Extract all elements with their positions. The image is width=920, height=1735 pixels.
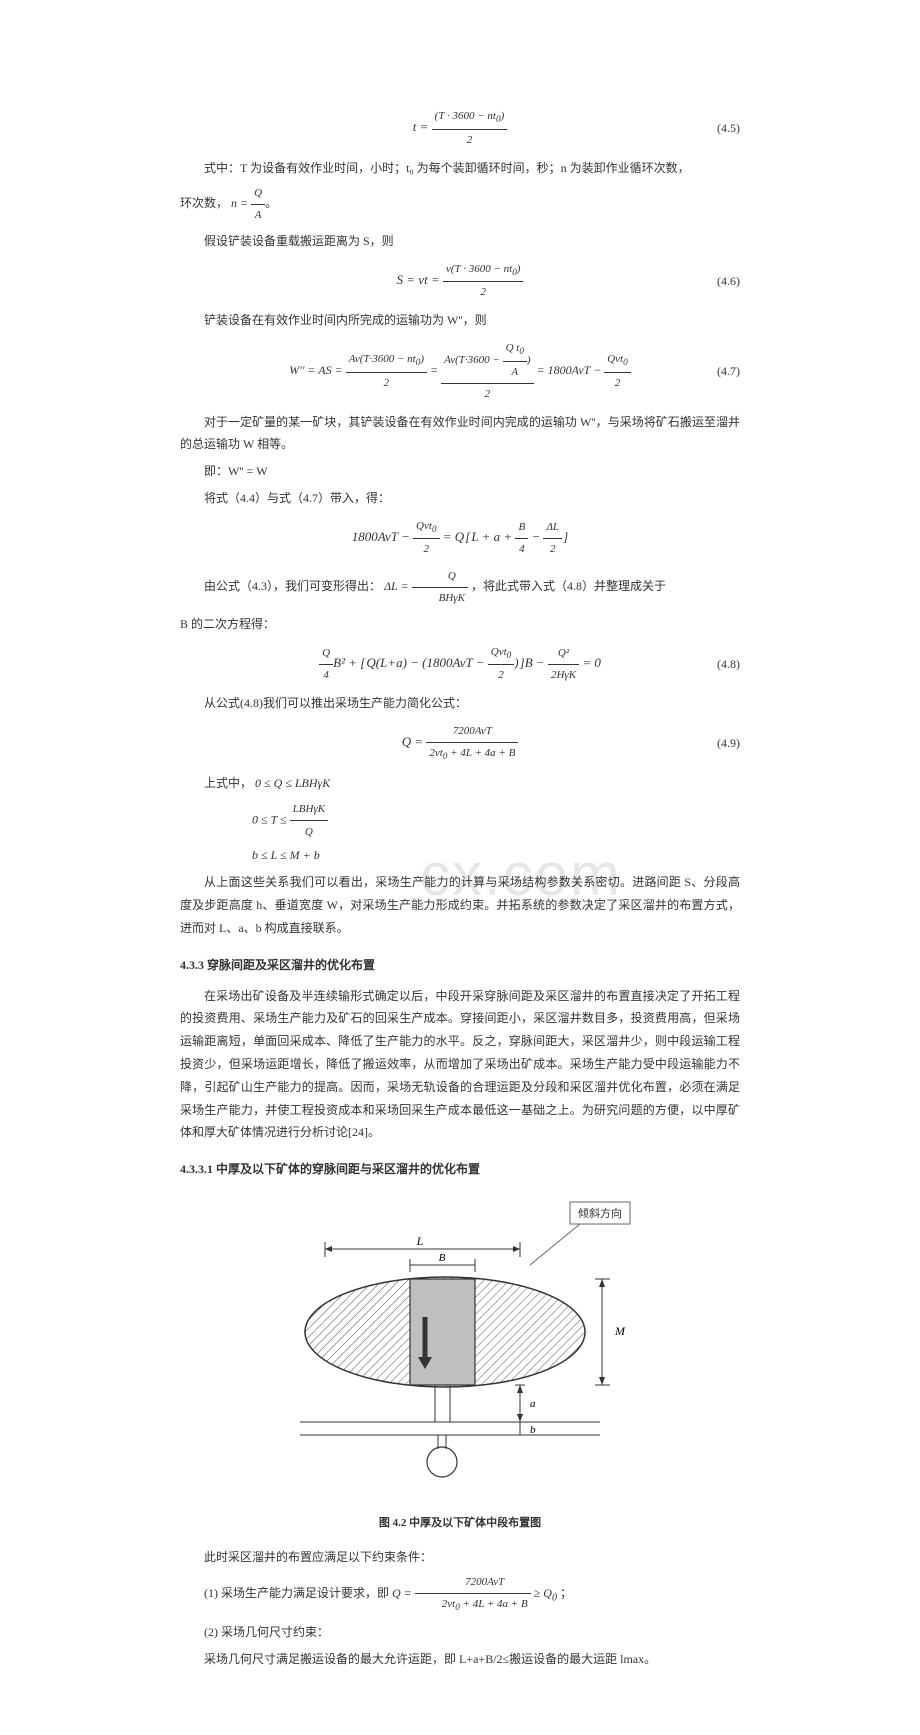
inline-n-eq: n = QA [231,196,265,210]
equation-4-9: Q = 7200AvT2vt0 + 4L + 4a + B (4.9) [180,721,740,766]
para-5: 即：W'' = W [180,460,740,483]
para-3: 铲装设备在有效作业时间内所完成的运输功为 W''，则 [180,309,740,332]
para-10: 上式中， 0 ≤ Q ≤ LBHγK [180,772,740,795]
para-12: 在采场出矿设备及半连续输形式确定以后，中段开采穿脉间距及采区溜井的布置直接决定了… [180,985,740,1145]
para-7: 由公式（4.3），我们可变形得出： ΔL = QBHγK ，将此式带入式（4.8… [180,566,740,609]
fig-label-direction: 倾斜方向 [578,1206,622,1220]
para-14: (1) 采场生产能力满足设计要求，即 Q = 7200AvT2vt0 + 4L … [180,1572,740,1617]
para-1: 式中：T 为设备有效作业时间，小时；t₀ 为每个装卸循环时间，秒；n 为装卸作业… [180,157,740,180]
section-4-3-3-1: 4.3.3.1 中厚及以下矿体的穿脉间距与采区溜井的优化布置 [180,1158,740,1181]
page-content: t = (T · 3600 − nt0)2 (4.5) 式中：T 为设备有效作业… [0,0,920,1735]
figure-caption: 图 4.2 中厚及以下矿体中段布置图 [180,1513,740,1534]
constraint-block: 0 ≤ T ≤ LBHγKQ b ≤ L ≤ M + b [252,798,740,867]
para-1a: 式中：T 为设备有效作业时间，小时；t₀ 为每个装卸循环时间，秒；n 为装卸作业… [204,161,690,175]
para-1b-wrap: 环次数， n = QA。 [180,183,740,226]
para-16: 采场几何尺寸满足搬运设备的最大允许运距，即 L+a+B/2≤搬运设备的最大运距 … [180,1648,740,1671]
para-14b: ； [560,1586,572,1600]
equation-4-6: S = vt = v(T · 3600 − nt0)2 (4.6) [180,259,740,304]
para-13: 此时采区溜井的布置应满足以下约束条件： [180,1546,740,1569]
fig-label-L: L [416,1234,424,1248]
equation-4-7: W'' = AS = Av(T·3600 − nt0)2 = Av(T·3600… [180,338,740,404]
equation-mid: 1800AvT − Qvt02 = Q [ L + a + B4 − ΔL2 ] [180,516,740,561]
para-2: 假设铲装设备重载搬运距离为 S，则 [180,230,740,253]
figure-4-2: 倾斜方向 L B M [180,1197,740,1505]
constraint-3: b ≤ L ≤ M + b [252,843,740,867]
para-7c: ，将此式带入式（4.8）并整理成关于 [471,579,666,593]
fig-label-a: a [530,1398,536,1410]
para-14a: (1) 采场生产能力满足设计要求，即 [204,1586,392,1600]
equation-4-8: Q4B² + [ Q(L+a) − (1800AvT − Qvt02) ]B −… [180,642,740,687]
eq-num-4-7: (4.7) [717,360,740,383]
fig-label-M: M [614,1324,626,1338]
eq-num-4-6: (4.6) [717,270,740,293]
fig-label-b: b [530,1424,536,1436]
constraint-1: 0 ≤ Q ≤ LBHγK [255,776,330,790]
para-7a: 由公式（4.3），我们可变形得出： [204,579,381,593]
para-4: 对于一定矿量的某一矿块，其铲装设备在有效作业时间内完成的运输功 W''，与采场将… [180,411,740,457]
eq-num-4-9: (4.9) [717,732,740,755]
eq-num-4-5: (4.5) [717,117,740,140]
para-8: B 的二次方程得： [180,613,740,636]
constraint-2: 0 ≤ T ≤ LBHγKQ [252,798,740,843]
eq-num-4-8: (4.8) [717,653,740,676]
para-6: 将式（4.4）与式（4.7）带入，得： [180,487,740,510]
para-10-text: 上式中， [204,776,252,790]
para-9: 从公式(4.8)我们可以推出采场生产能力简化公式： [180,692,740,715]
fig-label-B: B [439,1252,446,1264]
para-15: (2) 采场几何尺寸约束： [180,1621,740,1644]
figure-svg: 倾斜方向 L B M [270,1197,650,1497]
inline-eq-cond: Q = 7200AvT2vt0 + 4L + 4a + B ≥ Q0 [392,1586,560,1600]
equation-4-5: t = (T · 3600 − nt0)2 (4.5) [180,106,740,151]
inline-dl: ΔL = QBHγK [384,579,471,593]
para-11: 从上面这些关系我们可以看出，采场生产能力的计算与采场结构参数关系密切。进路间距 … [180,871,740,939]
section-4-3-3: 4.3.3 穿脉间距及采区溜井的优化布置 [180,954,740,977]
